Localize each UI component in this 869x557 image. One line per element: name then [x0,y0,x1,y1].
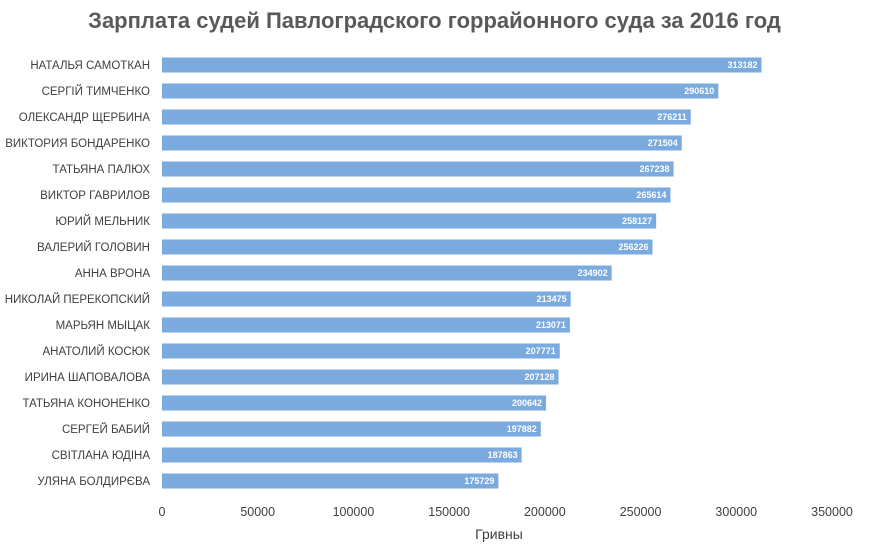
bar [162,447,522,463]
x-tick-label: 250000 [620,505,662,519]
category-label: ОЛЕКСАНДР ЩЕРБИНА [19,112,151,124]
data-label: 197882 [507,424,537,434]
category-label: СЕРГІЙ ТИМЧЕНКО [42,85,150,98]
bar [162,421,541,437]
x-tick-label: 350000 [811,505,853,519]
bar [162,187,671,203]
data-label: 207128 [524,372,554,382]
bar [162,57,762,73]
category-label: МАРЬЯН МЫЦАК [56,320,151,332]
bar [162,395,547,411]
bar [162,343,560,359]
category-label: ИРИНА ШАПОВАЛОВА [25,372,151,384]
x-tick-label: 50000 [240,505,275,519]
bar [162,161,674,177]
data-label: 234902 [578,268,608,278]
category-label: ВИКТОР ГАВРИЛОВ [40,190,150,202]
bar [162,239,653,255]
category-label: АНАТОЛИЙ КОСЮК [43,345,151,358]
data-label: 187863 [488,450,518,460]
bar [162,291,571,307]
category-labels: НАТАЛЬЯ САМОТКАН СЕРГІЙ ТИМЧЕНКО ОЛЕКСАНДР… [5,60,151,488]
x-tick-label: 0 [159,505,166,519]
category-label: ВАЛЕРИЙ ГОЛОВИН [37,241,150,254]
bars-layer: 313182 290610 276211 271504 267238 265614 2581… [162,57,762,489]
category-label: ВИКТОРИЯ БОНДАРЕНКО [5,138,150,150]
category-label: АННА ВРОНА [75,268,150,280]
bar [162,83,719,99]
bar [162,265,612,281]
data-label: 313182 [727,60,757,70]
data-label: 290610 [684,86,714,96]
bar [162,213,657,229]
category-label: СВІТЛАНА ЮДІНА [52,450,151,462]
bar [162,135,682,151]
category-label: НИКОЛАЙ ПЕРЕКОПСКИЙ [5,293,150,306]
category-label: ЮРИЙ МЕЛЬНИК [55,215,150,228]
category-label: ТАТЬЯНА ПАЛЮХ [53,164,151,176]
x-axis-ticks: 0 50000 100000 150000 200000 250000 300000 3500… [159,505,853,519]
bar [162,109,691,125]
x-axis-title: Гривны [475,526,523,542]
data-label: 265614 [636,190,666,200]
chart-title: Зарплата судей Павлоградского горрайонно… [88,8,781,33]
data-label: 256226 [618,242,648,252]
x-tick-label: 200000 [524,505,566,519]
bar [162,317,570,333]
x-tick-label: 100000 [333,505,375,519]
x-tick-label: 300000 [715,505,757,519]
data-label: 213475 [537,294,567,304]
data-label: 258127 [622,216,652,226]
bar [162,473,499,489]
data-label: 267238 [640,164,670,174]
x-tick-label: 150000 [428,505,470,519]
data-label: 276211 [657,112,687,122]
data-label: 200642 [512,398,542,408]
category-label: ТАТЬЯНА КОНОНЕНКО [22,398,150,410]
category-label: НАТАЛЬЯ САМОТКАН [30,60,150,72]
category-label: УЛЯНА БОЛДИРЄВА [37,476,150,488]
bar [162,369,559,385]
data-label: 271504 [648,138,678,148]
data-label: 175729 [464,476,494,486]
category-label: СЕРГЕЙ БАБИЙ [62,423,150,436]
data-label: 207771 [526,346,556,356]
data-label: 213071 [536,320,566,330]
